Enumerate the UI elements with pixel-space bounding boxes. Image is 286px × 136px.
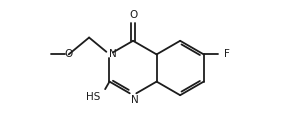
Text: F: F [224,49,230,59]
Text: N: N [109,49,117,59]
Text: HS: HS [86,92,100,102]
Text: O: O [65,49,73,59]
Text: N: N [131,95,138,105]
Text: O: O [129,10,137,20]
